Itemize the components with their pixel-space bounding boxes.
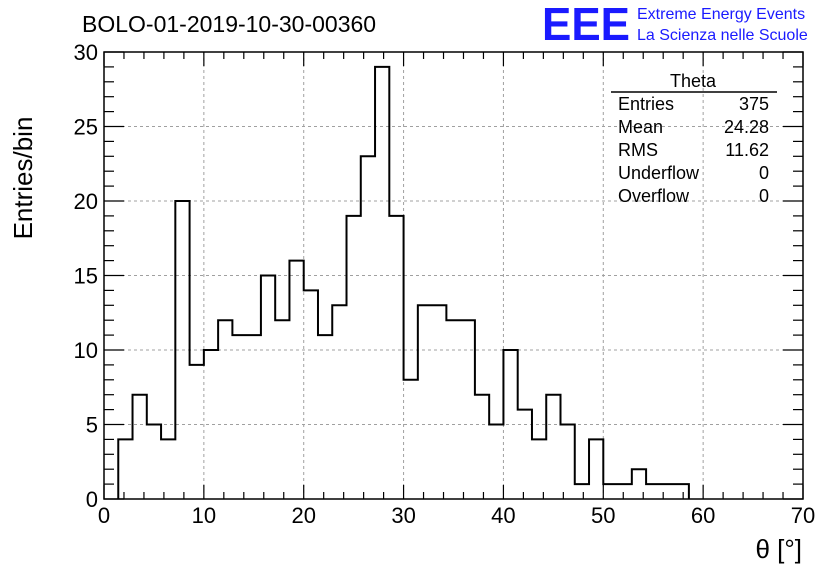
logo-line1: Extreme Energy Events <box>637 6 805 23</box>
stats-value: 0 <box>759 186 769 206</box>
stats-label: Underflow <box>618 163 700 183</box>
y-tick-label: 0 <box>86 487 98 512</box>
histogram-bin <box>518 410 532 499</box>
stats-box: Theta Entries 375 Mean 24.28 RMS 11.62 Underfl… <box>611 71 777 206</box>
histogram-bin <box>375 67 389 499</box>
histogram-outline <box>117 65 690 499</box>
chart-title: BOLO-01-2019-10-30-00360 <box>82 11 376 37</box>
x-tick-label: 50 <box>591 503 615 528</box>
x-tick-label: 40 <box>491 503 515 528</box>
histogram-bin <box>446 320 460 499</box>
histogram-bin <box>232 335 246 499</box>
histogram-bin <box>318 335 332 499</box>
histogram-bin <box>404 380 418 499</box>
histogram-bin <box>389 216 403 499</box>
y-tick-label: 5 <box>86 413 98 438</box>
x-tick-label: 10 <box>192 503 216 528</box>
histogram-bin <box>275 320 289 499</box>
histogram-bin <box>347 216 361 499</box>
stats-value: 11.62 <box>725 140 769 160</box>
histogram-bin <box>133 395 147 499</box>
histogram-bin <box>461 320 475 499</box>
histogram-bin <box>575 484 589 499</box>
y-tick-label: 30 <box>74 40 98 65</box>
histogram-bin <box>560 425 574 500</box>
histogram-bin <box>218 320 232 499</box>
histogram-bin <box>418 305 432 499</box>
histogram-bin <box>332 305 346 499</box>
histogram-bin <box>204 350 218 499</box>
x-tick-label: 20 <box>291 503 315 528</box>
stats-rows: Entries 375 Mean 24.28 RMS 11.62 Underflow 0 Ove… <box>618 94 769 206</box>
histogram-bin <box>289 261 303 499</box>
histogram-bin <box>675 484 689 499</box>
histogram-bin <box>175 201 189 499</box>
y-tick-labels: 0 5 10 15 20 25 30 <box>74 40 98 512</box>
histogram-bin <box>247 335 261 499</box>
eee-logo: EEE Extreme Energy Events La Scienza nel… <box>542 0 808 50</box>
histogram-bin <box>147 425 161 500</box>
logo-line2: La Scienza nelle Scuole <box>637 27 808 44</box>
histogram-bin <box>618 484 632 499</box>
y-axis-label: Entries/bin <box>8 117 38 240</box>
histogram-bars <box>117 65 690 500</box>
histogram-bin <box>304 290 318 499</box>
axis-ticks <box>103 51 804 500</box>
stats-label: RMS <box>618 140 658 160</box>
x-tick-labels: 0 10 20 30 40 50 60 70 <box>98 503 815 528</box>
histogram-bin <box>546 395 560 499</box>
stats-label: Overflow <box>618 186 690 206</box>
x-tick-label: 60 <box>691 503 715 528</box>
y-tick-label: 15 <box>74 264 98 289</box>
x-axis-label: θ [°] <box>755 534 802 564</box>
stats-label: Entries <box>618 94 674 114</box>
histogram-bin <box>161 439 175 499</box>
y-tick-label: 20 <box>74 189 98 214</box>
histogram-bin <box>361 156 375 499</box>
stats-value: 375 <box>739 94 769 114</box>
histogram-bin <box>503 350 517 499</box>
histogram-bin <box>632 469 646 499</box>
histogram-bin <box>475 395 489 499</box>
histogram-bin <box>589 439 603 499</box>
x-tick-label: 30 <box>391 503 415 528</box>
stats-label: Mean <box>618 117 663 137</box>
histogram-bin <box>432 305 446 499</box>
histogram-bin <box>532 439 546 499</box>
grid-lines <box>104 52 803 499</box>
stats-title: Theta <box>670 71 717 91</box>
histogram-bin <box>489 425 503 500</box>
histogram-bin <box>660 484 674 499</box>
stats-value: 24.28 <box>724 117 769 137</box>
histogram-bin <box>646 484 660 499</box>
histogram-bin <box>190 365 204 499</box>
histogram-bin <box>603 484 617 499</box>
x-tick-label: 70 <box>791 503 815 528</box>
histogram-bin <box>118 439 132 499</box>
histogram-bin <box>261 276 275 500</box>
stats-value: 0 <box>759 163 769 183</box>
y-tick-label: 25 <box>74 115 98 140</box>
logo-mark: EEE <box>542 0 630 50</box>
y-tick-label: 10 <box>74 338 98 363</box>
x-tick-label: 0 <box>98 503 110 528</box>
